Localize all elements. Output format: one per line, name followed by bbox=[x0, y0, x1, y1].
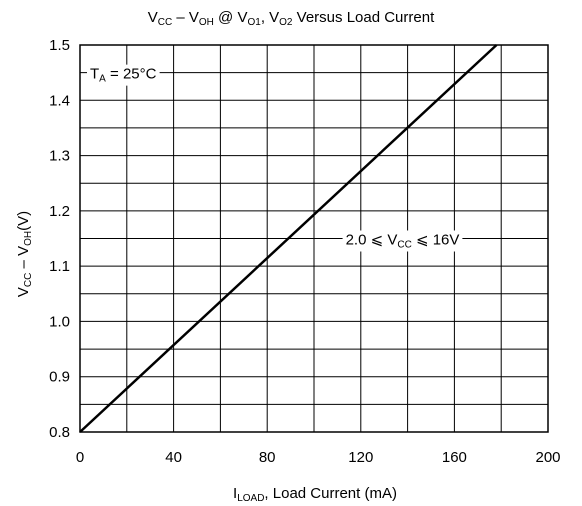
plot-frame bbox=[79, 44, 549, 433]
tick-labels: 0 40 80 120 160 200 0.8 0.9 1.0 1.1 1.2 1.3 1.4 1.5 bbox=[49, 37, 560, 466]
series-line bbox=[79, 44, 498, 433]
y-tick-label: 1.3 bbox=[49, 148, 70, 165]
annotation-background bbox=[87, 64, 160, 86]
annotation-background bbox=[342, 230, 463, 252]
x-axis-label: ILOAD, Load Current (mA) bbox=[233, 485, 397, 504]
x-tick-label: 0 bbox=[76, 449, 84, 466]
annotation-label: 2.0 ⩽ VCC ⩽ 16V bbox=[346, 232, 460, 251]
x-tick-label: 120 bbox=[348, 449, 373, 466]
y-tick-label: 0.9 bbox=[49, 369, 70, 386]
x-tick-label: 40 bbox=[165, 449, 182, 466]
y-tick-label: 1.1 bbox=[49, 258, 70, 275]
x-tick-label: 160 bbox=[442, 449, 467, 466]
y-tick-label: 1.0 bbox=[49, 313, 70, 330]
annotations: TA = 25°C 2.0 ⩽ VCC ⩽ 16V bbox=[87, 64, 463, 252]
y-tick-label: 1.5 bbox=[49, 37, 70, 54]
plot-border bbox=[79, 44, 549, 433]
chart-title: VCC – VOH @ VO1, VO2 Versus Load Current bbox=[148, 9, 435, 28]
annotation-label: TA = 25°C bbox=[90, 66, 157, 85]
y-tick-label: 1.4 bbox=[49, 92, 70, 109]
grid-lines bbox=[79, 44, 549, 433]
y-tick-label: 1.2 bbox=[49, 203, 70, 220]
y-axis-label: VCC – VOH(V) bbox=[15, 211, 34, 297]
y-tick-label: 0.8 bbox=[49, 424, 70, 441]
x-tick-label: 200 bbox=[535, 449, 560, 466]
x-tick-label: 80 bbox=[259, 449, 276, 466]
series-layer bbox=[79, 44, 498, 433]
